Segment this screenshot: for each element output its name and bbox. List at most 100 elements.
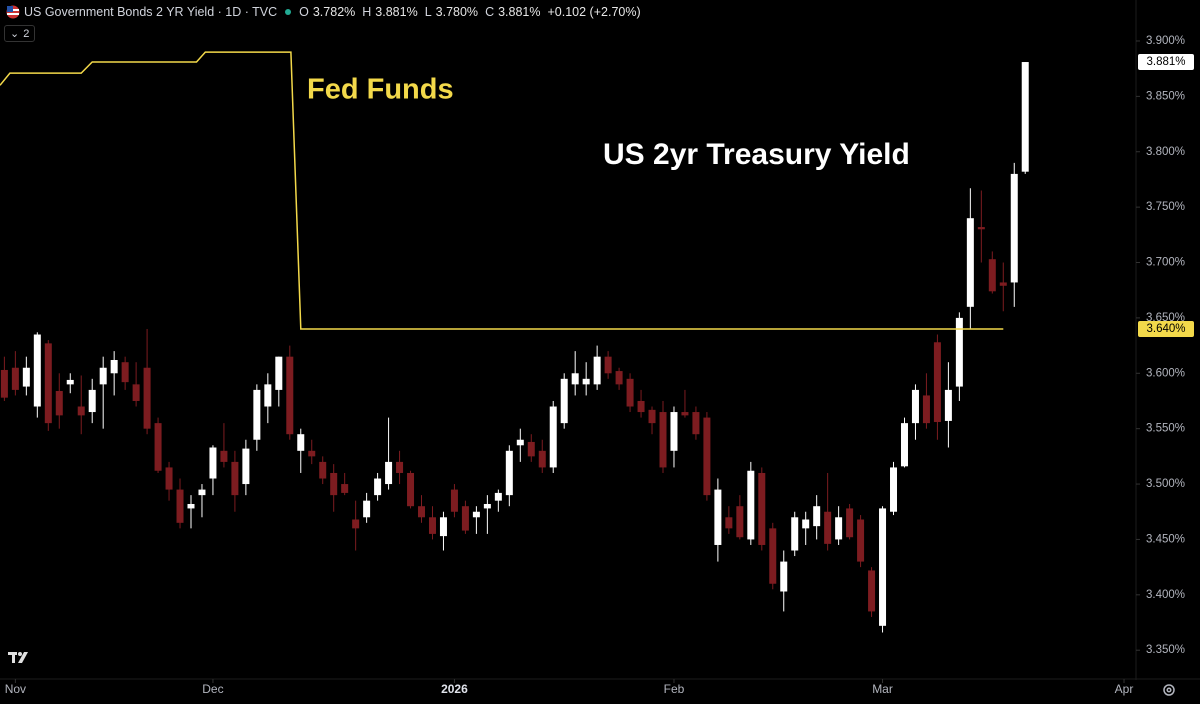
price-label: 3.881% (1146, 56, 1185, 68)
candle-body (352, 519, 360, 529)
candle-body (363, 500, 371, 518)
candle-body (538, 450, 546, 468)
candle-body (143, 367, 151, 429)
chevron: ⌄ (10, 28, 20, 40)
legend-header: US Government Bonds 2 YR Yield · 1D · TV… (6, 3, 644, 21)
x-tick-label: Apr (1115, 682, 1134, 696)
x-tick-label: Feb (664, 682, 685, 696)
candle-body (868, 570, 876, 612)
candle-body (209, 447, 217, 479)
candle-body (341, 484, 349, 493)
ohlc-value: 3.881% (498, 5, 541, 19)
candle-body (615, 371, 623, 385)
candle-body (791, 517, 799, 551)
candle-body (944, 389, 952, 421)
candle-body (626, 378, 634, 407)
price-label: 3.640% (1146, 323, 1185, 335)
candle-body (0, 369, 8, 398)
candle-body (1021, 62, 1029, 172)
candle-body (165, 467, 173, 490)
y-tick-label: 3.700% (1146, 257, 1185, 269)
candle-body (670, 412, 678, 451)
y-tick-label: 3.350% (1146, 644, 1185, 656)
candle-body (297, 434, 305, 451)
x-tick-label: Dec (202, 682, 223, 696)
candle-body (132, 384, 140, 401)
candle-body (604, 356, 612, 374)
candle-body (22, 367, 30, 387)
indicator-chip[interactable]: ⌄ 2 (4, 25, 36, 42)
series-annotation: US 2yr Treasury Yield (603, 138, 910, 171)
candle-body (846, 508, 854, 538)
candle-body (824, 511, 832, 544)
candle-body (505, 450, 513, 496)
candle-body (659, 412, 667, 468)
candle-body (231, 461, 239, 496)
candle-body (780, 561, 788, 592)
candle-body (911, 389, 919, 424)
flag-icon (6, 5, 20, 19)
candle-body (264, 384, 272, 407)
candle-body (879, 508, 887, 626)
candle-body (275, 356, 283, 390)
candle-body (286, 356, 294, 435)
candle-body (933, 342, 941, 423)
candle-body (714, 489, 722, 545)
y-tick-label: 3.750% (1146, 201, 1185, 213)
symbol-title: US Government Bonds 2 YR Yield · 1D · TV… (24, 5, 278, 19)
candle-body (527, 441, 535, 457)
candle-body (253, 389, 261, 440)
candle-body (560, 378, 568, 424)
candle-body (769, 528, 777, 584)
price-label-box (1138, 54, 1194, 71)
candle-body (77, 406, 85, 416)
price-label-box (1138, 320, 1194, 337)
candle-body (999, 282, 1007, 286)
candle-body (494, 492, 502, 501)
ohlc-key: H (362, 5, 372, 19)
candle-body (396, 461, 404, 473)
candle-body (407, 472, 415, 507)
settings-icon[interactable] (1163, 684, 1175, 696)
candle-body (802, 519, 810, 529)
candle-body (483, 503, 491, 509)
tv-logo (8, 652, 28, 663)
ohlc-key: L (424, 5, 432, 19)
candle-body (637, 400, 645, 413)
x-tick-label: Mar (872, 682, 893, 696)
candle-body (461, 506, 469, 531)
candle-body (220, 450, 228, 462)
candle-body (582, 378, 590, 385)
candle-body (428, 517, 436, 534)
chip-count: 2 (23, 27, 30, 40)
candles (0, 62, 1029, 633)
candle-body (725, 517, 733, 529)
candle-body (571, 373, 579, 385)
candle-body (681, 412, 689, 416)
candle-body (121, 362, 129, 383)
candle-body (88, 389, 96, 413)
candle-body (966, 218, 974, 307)
candle-body (385, 461, 393, 485)
candle-body (154, 423, 162, 471)
candle-body (736, 506, 744, 538)
ohlc-value: 3.881% (375, 5, 418, 19)
candle-body (198, 489, 206, 496)
candle-body (747, 470, 755, 540)
ohlc-value: 3.782% (312, 5, 356, 19)
candle-body (703, 417, 711, 496)
candle-body (99, 367, 107, 385)
y-tick-label: 3.800% (1146, 146, 1185, 158)
candle-body (176, 489, 184, 523)
candle-body (955, 317, 963, 387)
candle-body (11, 367, 19, 390)
candle-body (66, 379, 74, 385)
candle-body (472, 511, 480, 518)
candle-body (857, 519, 865, 562)
y-tick-label: 3.550% (1146, 423, 1185, 435)
candle-body (308, 450, 316, 457)
candle-body (187, 503, 195, 509)
